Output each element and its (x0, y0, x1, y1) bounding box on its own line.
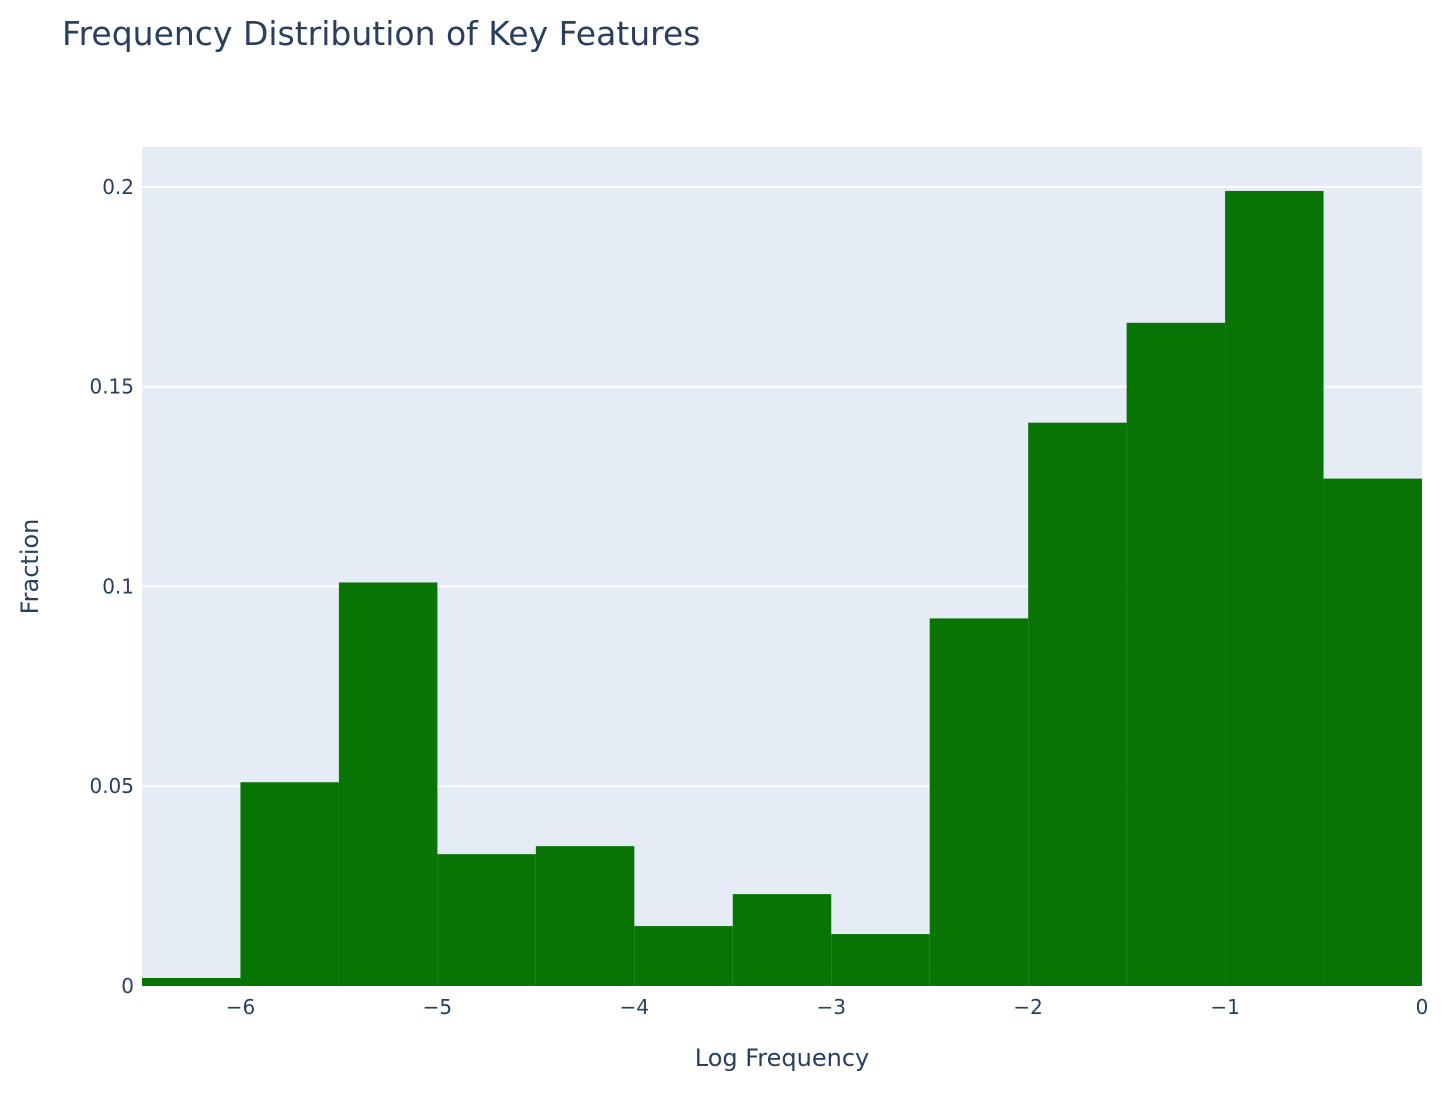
histogram-bar-6 (732, 894, 832, 986)
histogram-bar-10 (1126, 322, 1226, 986)
x-tick-label-0: −6 (226, 995, 255, 1019)
y-axis-label: Fraction (16, 519, 44, 615)
histogram-bar-11 (1225, 190, 1324, 986)
x-tick-label-2: −4 (620, 995, 649, 1019)
chart-title: Frequency Distribution of Key Features (62, 14, 701, 53)
y-axis-ticks: 0 0.05 0.1 0.15 0.2 (89, 175, 134, 998)
y-tick-label-4: 0.2 (102, 175, 134, 199)
x-tick-label-3: −3 (816, 995, 845, 1019)
histogram-bar-8 (929, 618, 1029, 986)
x-axis-label: Log Frequency (695, 1044, 869, 1072)
y-tick-label-0: 0 (121, 974, 134, 998)
histogram-bar-7 (831, 934, 930, 986)
histogram-bar-12 (1323, 478, 1422, 986)
histogram-bar-1 (240, 782, 339, 986)
x-tick-label-6: 0 (1416, 995, 1429, 1019)
x-tick-label-1: −5 (423, 995, 452, 1019)
bar-series (142, 190, 1422, 987)
x-tick-label-4: −2 (1013, 995, 1042, 1019)
histogram-bar-5 (634, 926, 733, 986)
x-tick-label-5: −1 (1210, 995, 1239, 1019)
histogram-bar-2 (338, 582, 438, 986)
histogram-bar-3 (437, 854, 536, 986)
histogram-bar-4 (535, 846, 635, 986)
y-tick-label-2: 0.1 (102, 574, 134, 598)
y-tick-label-3: 0.15 (89, 375, 134, 399)
y-tick-label-1: 0.05 (89, 774, 134, 798)
histogram-bar-9 (1028, 422, 1127, 987)
histogram-bar-0 (142, 978, 241, 986)
x-axis-ticks: −6 −5 −4 −3 −2 −1 0 (226, 995, 1429, 1019)
